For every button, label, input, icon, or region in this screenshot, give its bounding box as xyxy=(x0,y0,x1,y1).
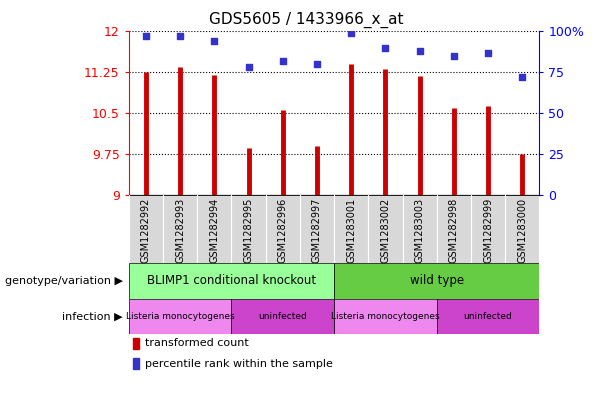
Text: GSM1282993: GSM1282993 xyxy=(175,198,185,263)
Point xyxy=(210,38,219,44)
Bar xyxy=(232,299,334,334)
Point xyxy=(415,48,425,54)
Text: infection ▶: infection ▶ xyxy=(62,311,123,321)
Point xyxy=(517,74,527,80)
Point xyxy=(243,64,253,70)
Text: GSM1283003: GSM1283003 xyxy=(414,198,425,263)
Bar xyxy=(129,299,232,334)
Text: GSM1282999: GSM1282999 xyxy=(483,198,493,263)
Text: GSM1283001: GSM1283001 xyxy=(346,198,356,263)
Text: GSM1282995: GSM1282995 xyxy=(243,198,254,263)
Text: transformed count: transformed count xyxy=(145,338,249,349)
Bar xyxy=(334,263,539,299)
Point xyxy=(312,61,322,67)
Text: uninfected: uninfected xyxy=(463,312,512,321)
Point xyxy=(483,50,493,56)
Bar xyxy=(437,299,539,334)
Bar xyxy=(133,338,139,349)
Point xyxy=(278,58,287,64)
Text: percentile rank within the sample: percentile rank within the sample xyxy=(145,359,333,369)
Text: GSM1282996: GSM1282996 xyxy=(278,198,287,263)
Text: wild type: wild type xyxy=(409,274,464,288)
Point xyxy=(449,53,459,59)
Text: GDS5605 / 1433966_x_at: GDS5605 / 1433966_x_at xyxy=(209,12,404,28)
Text: Listeria monocytogenes: Listeria monocytogenes xyxy=(331,312,440,321)
Text: uninfected: uninfected xyxy=(258,312,307,321)
Text: BLIMP1 conditional knockout: BLIMP1 conditional knockout xyxy=(147,274,316,288)
Bar xyxy=(334,299,437,334)
Text: GSM1283000: GSM1283000 xyxy=(517,198,527,263)
Text: GSM1283002: GSM1283002 xyxy=(381,198,390,263)
Text: GSM1282992: GSM1282992 xyxy=(141,198,151,263)
Text: GSM1282998: GSM1282998 xyxy=(449,198,459,263)
Text: Listeria monocytogenes: Listeria monocytogenes xyxy=(126,312,234,321)
Text: genotype/variation ▶: genotype/variation ▶ xyxy=(5,276,123,286)
Bar xyxy=(133,358,139,369)
Text: GSM1282997: GSM1282997 xyxy=(312,198,322,263)
Point xyxy=(175,33,185,39)
Text: GSM1282994: GSM1282994 xyxy=(209,198,219,263)
Point xyxy=(141,33,151,39)
Point xyxy=(346,30,356,36)
Bar xyxy=(129,263,334,299)
Point xyxy=(381,44,390,51)
